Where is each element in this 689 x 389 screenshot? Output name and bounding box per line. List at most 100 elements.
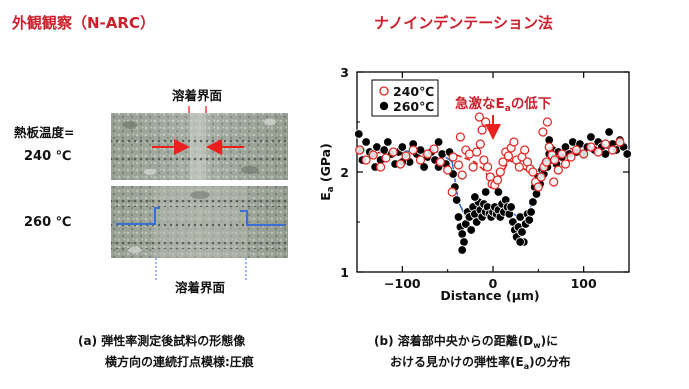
x-axis-label-mu: μ bbox=[512, 288, 521, 303]
data-point-260c bbox=[586, 132, 596, 142]
caption-b-line1-sub: w bbox=[533, 341, 541, 350]
data-point-260c bbox=[526, 207, 536, 217]
data-point-240c bbox=[388, 147, 398, 157]
y-axis-label-sub: a bbox=[326, 186, 336, 192]
data-point-240c bbox=[536, 172, 546, 182]
legend-marker-260 bbox=[379, 101, 389, 111]
data-point-260c bbox=[515, 237, 525, 247]
x-ticks: −100 0 100 bbox=[384, 72, 597, 291]
data-point-240c bbox=[423, 149, 433, 159]
data-point-260c bbox=[453, 212, 464, 222]
data-point-240c bbox=[495, 167, 505, 177]
x-axis-label: Distance (μm) bbox=[440, 288, 539, 303]
data-point-240c bbox=[355, 145, 365, 155]
scatter-chart: 123 −100 0 100 240℃ 260℃ 急激なEaの低下 Distance… bbox=[318, 65, 632, 303]
data-point-240c bbox=[453, 160, 464, 170]
data-point-240c bbox=[544, 142, 554, 152]
legend-label-260: 260℃ bbox=[393, 99, 434, 114]
data-point-240c bbox=[479, 155, 489, 165]
data-point-260c bbox=[470, 192, 480, 202]
annotation-suffix: の低下 bbox=[511, 95, 552, 112]
data-point-240c bbox=[600, 139, 611, 149]
data-point-240c bbox=[579, 149, 589, 159]
temp-260-label: 260 ℃ bbox=[24, 215, 71, 230]
x-axis-label-a: Distance ( bbox=[440, 288, 511, 303]
data-point-240c bbox=[586, 142, 596, 152]
data-point-240c bbox=[520, 145, 530, 155]
micrograph-260c bbox=[111, 186, 288, 258]
legend-label-240: 240℃ bbox=[393, 84, 434, 99]
interface-label-bottom: 溶着界面 bbox=[175, 280, 226, 295]
data-point-240c bbox=[492, 175, 503, 185]
data-point-240c bbox=[395, 159, 406, 169]
temp-240-label: 240 ℃ bbox=[24, 149, 71, 164]
data-point-240c bbox=[553, 165, 563, 175]
x-tick-label: 100 bbox=[571, 276, 597, 291]
data-point-240c bbox=[448, 152, 458, 162]
data-point-260c bbox=[457, 245, 467, 255]
data-point-240c bbox=[593, 147, 603, 157]
data-point-240c bbox=[472, 147, 482, 157]
y-axis-label-a: E bbox=[318, 192, 333, 201]
x-tick-label: −100 bbox=[384, 276, 421, 291]
data-point-240c bbox=[443, 165, 453, 175]
data-point-240c bbox=[457, 170, 467, 180]
data-point-240c bbox=[571, 145, 582, 155]
data-point-240c bbox=[550, 155, 560, 165]
data-point-240c bbox=[498, 157, 508, 167]
data-point-260c bbox=[383, 137, 393, 147]
data-point-260c bbox=[604, 127, 614, 137]
x-axis-label-b: m) bbox=[521, 288, 540, 303]
interface-line-260c-left bbox=[116, 207, 160, 225]
data-point-240c bbox=[514, 162, 524, 172]
data-point-240c bbox=[481, 117, 491, 127]
data-point-240c bbox=[468, 162, 478, 172]
data-point-260c bbox=[397, 142, 408, 152]
data-point-240c bbox=[376, 162, 386, 172]
data-point-240c bbox=[509, 137, 519, 147]
data-point-260c bbox=[506, 202, 516, 212]
legend-marker-240 bbox=[379, 86, 389, 96]
y-ticks: 1 2 3 bbox=[340, 65, 629, 280]
y-axis-label: Ea (GPa) bbox=[318, 143, 336, 201]
data-point-240c bbox=[533, 182, 543, 192]
caption-b-line2-b: )の分布 bbox=[529, 354, 571, 369]
right-title: ナノインデンテーション法 bbox=[374, 14, 553, 32]
data-point-240c bbox=[538, 127, 548, 137]
data-point-260c bbox=[528, 197, 538, 207]
data-point-240c bbox=[483, 162, 493, 172]
annotation-sharp-drop: 急激なEaの低下 bbox=[455, 95, 552, 114]
series-240c bbox=[355, 112, 625, 197]
data-point-260c bbox=[466, 225, 476, 235]
data-point-240c bbox=[455, 132, 465, 142]
data-point-260c bbox=[433, 137, 444, 147]
data-point-260c bbox=[354, 129, 364, 139]
caption-b-line1: (b) 溶着部中央からの距離(Dw)に bbox=[374, 333, 558, 350]
data-point-260c bbox=[361, 137, 371, 147]
caption-b-line1-a: (b) 溶着部中央からの距離(D bbox=[374, 333, 533, 348]
data-point-240c bbox=[477, 125, 487, 135]
caption-b-line2-sub: a bbox=[524, 362, 529, 371]
data-point-240c bbox=[429, 144, 439, 154]
data-point-240c bbox=[503, 151, 513, 161]
data-point-260c bbox=[459, 237, 469, 247]
data-point-240c bbox=[435, 157, 445, 167]
legend: 240℃ 260℃ bbox=[371, 79, 439, 117]
data-point-240c bbox=[474, 112, 484, 122]
micrograph-240c bbox=[111, 113, 288, 180]
data-point-260c bbox=[481, 187, 491, 197]
caption-a-line1: (a) 弾性率測定後試料の形態像 bbox=[78, 333, 246, 348]
data-point-240c bbox=[528, 167, 538, 177]
y-tick-label: 3 bbox=[340, 65, 349, 80]
data-point-240c bbox=[615, 137, 625, 147]
data-point-240c bbox=[408, 145, 418, 155]
data-point-240c bbox=[415, 155, 426, 165]
annotation-prefix: 急激なE bbox=[455, 95, 505, 112]
data-point-240c bbox=[541, 157, 552, 167]
y-tick-label: 1 bbox=[340, 265, 349, 280]
data-point-240c bbox=[475, 139, 485, 149]
caption-b-line2: おける見かけの弾性率(Ea)の分布 bbox=[390, 354, 571, 371]
data-point-240c bbox=[381, 153, 391, 163]
data-point-240c bbox=[401, 151, 411, 161]
